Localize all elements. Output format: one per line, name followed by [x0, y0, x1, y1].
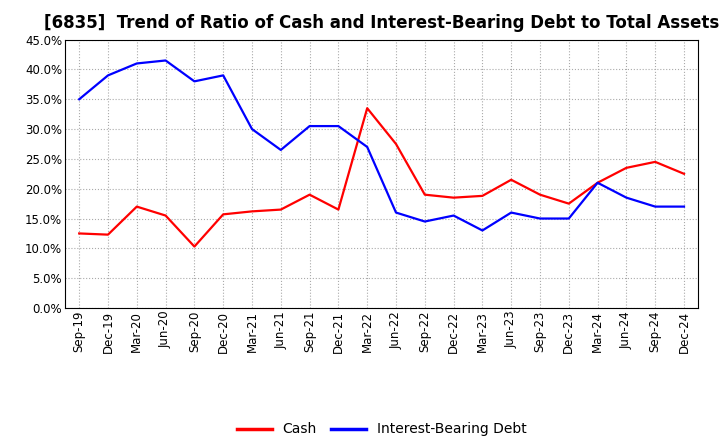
Cash: [680, 171, 688, 176]
Cash: [190, 244, 199, 249]
Interest-Bearing Debt: [564, 216, 573, 221]
Cash: [334, 207, 343, 212]
Interest-Bearing Debt: [392, 210, 400, 215]
Cash: [651, 159, 660, 165]
Cash: [161, 213, 170, 218]
Cash: [248, 209, 256, 214]
Interest-Bearing Debt: [680, 204, 688, 209]
Cash: [75, 231, 84, 236]
Cash: [507, 177, 516, 183]
Interest-Bearing Debt: [219, 73, 228, 78]
Cash: [104, 232, 112, 237]
Interest-Bearing Debt: [536, 216, 544, 221]
Cash: [276, 207, 285, 212]
Interest-Bearing Debt: [593, 180, 602, 185]
Interest-Bearing Debt: [190, 79, 199, 84]
Interest-Bearing Debt: [622, 195, 631, 200]
Interest-Bearing Debt: [161, 58, 170, 63]
Legend: Cash, Interest-Bearing Debt: Cash, Interest-Bearing Debt: [231, 417, 532, 440]
Interest-Bearing Debt: [132, 61, 141, 66]
Cash: [132, 204, 141, 209]
Interest-Bearing Debt: [276, 147, 285, 153]
Cash: [478, 193, 487, 198]
Cash: [449, 195, 458, 200]
Interest-Bearing Debt: [420, 219, 429, 224]
Line: Interest-Bearing Debt: Interest-Bearing Debt: [79, 60, 684, 231]
Interest-Bearing Debt: [478, 228, 487, 233]
Interest-Bearing Debt: [363, 144, 372, 150]
Interest-Bearing Debt: [248, 126, 256, 132]
Cash: [392, 141, 400, 147]
Cash: [219, 212, 228, 217]
Interest-Bearing Debt: [305, 124, 314, 129]
Interest-Bearing Debt: [507, 210, 516, 215]
Cash: [305, 192, 314, 197]
Cash: [420, 192, 429, 197]
Interest-Bearing Debt: [75, 97, 84, 102]
Cash: [622, 165, 631, 170]
Interest-Bearing Debt: [449, 213, 458, 218]
Interest-Bearing Debt: [334, 124, 343, 129]
Cash: [363, 106, 372, 111]
Title: [6835]  Trend of Ratio of Cash and Interest-Bearing Debt to Total Assets: [6835] Trend of Ratio of Cash and Intere…: [44, 15, 719, 33]
Cash: [536, 192, 544, 197]
Interest-Bearing Debt: [104, 73, 112, 78]
Interest-Bearing Debt: [651, 204, 660, 209]
Line: Cash: Cash: [79, 108, 684, 246]
Cash: [564, 201, 573, 206]
Cash: [593, 180, 602, 185]
